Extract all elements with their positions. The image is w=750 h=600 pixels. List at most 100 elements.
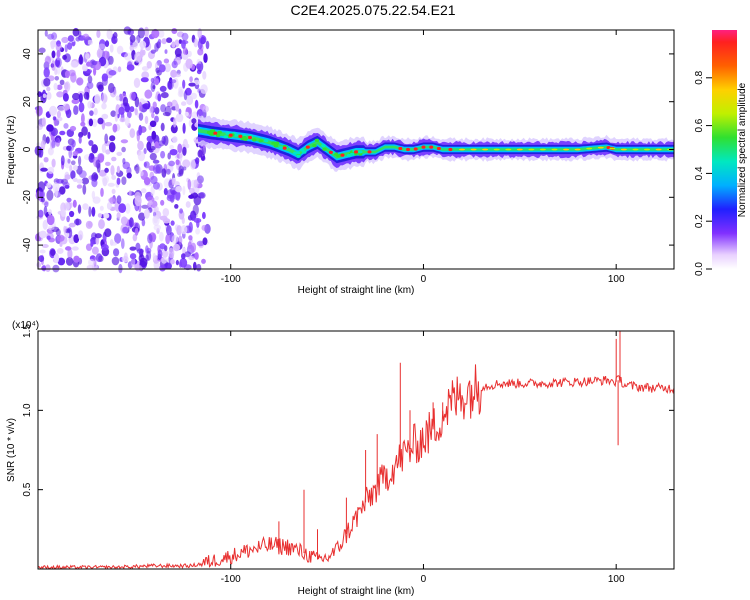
signal-blob <box>210 129 216 133</box>
signal-core <box>539 148 546 151</box>
noise-blob <box>165 234 171 245</box>
y-tick-label: 20 <box>22 96 33 108</box>
noise-blob <box>125 203 131 214</box>
noise-blob <box>103 212 110 219</box>
noise-blob <box>36 105 43 116</box>
noise-blob <box>101 93 108 104</box>
noise-blob <box>65 231 70 238</box>
noise-blob <box>193 218 202 223</box>
noise-blob <box>124 252 128 261</box>
noise-blob <box>174 204 179 209</box>
noise-blob <box>153 215 158 224</box>
noise-blob <box>44 55 52 65</box>
noise-blob <box>94 233 102 239</box>
noise-blob <box>99 205 104 211</box>
noise-blob <box>70 60 79 68</box>
noise-blob <box>189 187 195 194</box>
noise-blob <box>148 200 153 206</box>
noise-blob <box>170 259 175 265</box>
noise-blob <box>87 39 94 45</box>
signal-peak <box>213 131 218 135</box>
noise-blob <box>110 241 118 246</box>
noise-blob <box>104 122 113 127</box>
noise-blob <box>154 141 159 149</box>
noise-blob <box>164 63 171 73</box>
noise-blob <box>78 30 82 37</box>
noise-blob <box>70 170 76 180</box>
noise-blob <box>179 151 183 162</box>
signal-band <box>198 123 674 164</box>
noise-blob <box>154 115 159 123</box>
noise-blob <box>182 79 186 89</box>
noise-blob <box>181 39 186 49</box>
noise-blob <box>108 70 117 76</box>
noise-blob <box>77 230 84 241</box>
noise-blob <box>162 111 171 117</box>
noise-blob <box>175 113 184 123</box>
noise-blob <box>171 177 175 186</box>
noise-blob <box>108 82 115 94</box>
noise-blob <box>113 248 120 257</box>
signal-peak <box>406 147 410 152</box>
noise-blob <box>178 235 183 246</box>
noise-blob <box>160 199 165 206</box>
noise-blob <box>184 111 189 117</box>
noise-blob <box>193 261 197 271</box>
noise-blob <box>166 225 172 236</box>
noise-blob <box>139 257 148 268</box>
noise-blob <box>42 219 48 230</box>
noise-blob <box>117 66 122 73</box>
x-tick-label: 0 <box>421 274 427 285</box>
noise-blob <box>170 220 175 226</box>
snr-spikes <box>278 331 621 560</box>
noise-blob <box>188 194 195 199</box>
spectrogram-noise-region <box>34 26 211 274</box>
noise-blob <box>86 81 94 90</box>
noise-blob <box>67 158 71 164</box>
noise-blob <box>59 130 66 136</box>
noise-blob <box>121 146 126 153</box>
signal-peak <box>421 145 426 149</box>
noise-blob <box>91 144 98 154</box>
noise-blob <box>101 244 109 251</box>
x-tick-label: 0 <box>421 574 427 585</box>
signal-blob <box>225 131 230 135</box>
noise-blob <box>171 41 176 48</box>
noise-blob <box>138 112 144 121</box>
noise-blob <box>85 53 90 60</box>
noise-blob <box>160 150 166 159</box>
noise-blob <box>56 116 63 122</box>
noise-blob <box>116 177 121 185</box>
noise-blob <box>191 111 199 119</box>
noise-blob <box>191 118 197 124</box>
noise-blob <box>164 262 172 270</box>
signal-blob <box>358 150 363 154</box>
noise-blob <box>63 123 69 129</box>
noise-blob <box>177 143 183 154</box>
noise-blob <box>90 174 95 182</box>
colorbar-gradient <box>712 30 737 269</box>
noise-blob <box>64 70 70 79</box>
spectrogram-signal-track <box>198 114 674 172</box>
noise-blob <box>163 188 168 196</box>
noise-blob <box>78 102 85 113</box>
noise-blob <box>69 165 73 172</box>
snr-x-axis-label: Height of straight line (km) <box>298 586 415 597</box>
noise-blob <box>158 64 166 73</box>
noise-blob <box>152 101 157 109</box>
noise-blob <box>168 160 176 167</box>
noise-blob <box>166 168 171 175</box>
colorbar-label: Normalized spectral amplitude <box>737 82 748 217</box>
noise-blob <box>122 226 129 234</box>
noise-blob <box>170 79 177 84</box>
noise-blob <box>181 253 186 260</box>
noise-blob <box>104 167 109 173</box>
noise-blob <box>57 257 66 266</box>
noise-blob <box>97 117 104 125</box>
noise-blob <box>174 48 182 57</box>
noise-blob <box>69 202 73 209</box>
noise-blob <box>90 240 94 247</box>
y-tick-label: 40 <box>22 48 33 60</box>
snr-y-multiplier: (x10⁴) <box>12 320 39 331</box>
noise-blob <box>194 252 199 260</box>
